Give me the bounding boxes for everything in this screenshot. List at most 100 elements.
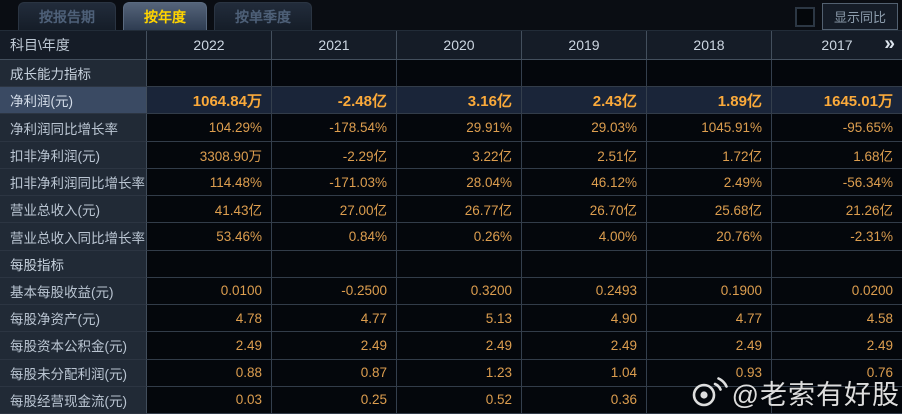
table-row[interactable]: 每股经营现金流(元) 0.03 0.25 0.52 0.36	[0, 386, 902, 414]
table-row[interactable]: 每股资本公积金(元) 2.49 2.49 2.49 2.49 2.49 2.49	[0, 332, 902, 360]
value-cell: -178.54%	[272, 114, 397, 142]
value-cell: 0.3200	[397, 277, 522, 306]
value-cell: 104.29%	[147, 114, 272, 142]
value-cell: 0.93	[647, 359, 772, 387]
value-cell: 0.88	[147, 359, 272, 387]
row-label: 营业总收入(元)	[0, 196, 147, 224]
period-tabbar: 按报告期 按年度 按单季度 显示同比	[0, 0, 902, 30]
value-cell	[647, 60, 772, 88]
corner-header: 科目\年度	[0, 31, 147, 59]
table-row[interactable]: 每股净资产(元) 4.78 4.77 5.13 4.90 4.77 4.58	[0, 305, 902, 333]
value-cell: 29.91%	[397, 114, 522, 142]
value-cell: 0.0100	[147, 277, 272, 306]
value-cell: 2.49%	[647, 168, 772, 197]
table-row[interactable]: 扣非净利润同比增长率 114.48% -171.03% 28.04% 46.12% 2.4…	[0, 168, 902, 197]
table-row[interactable]: 每股未分配利润(元) 0.88 0.87 1.23 1.04 0.93 0.76	[0, 359, 902, 387]
value-cell: 1645.01万	[772, 87, 902, 115]
value-cell: 0.25	[272, 386, 397, 414]
year-column-header: 2020	[397, 31, 522, 59]
value-cell: 4.58	[772, 305, 902, 333]
value-cell: 20.76%	[647, 223, 772, 251]
value-cell: 1.89亿	[647, 87, 772, 115]
value-cell: 2.49	[772, 332, 902, 360]
table-row[interactable]: 基本每股收益(元) 0.0100 -0.2500 0.3200 0.2493 0.1900…	[0, 277, 902, 306]
tab-report-period[interactable]: 按报告期	[18, 2, 116, 30]
indicators-table: 科目\年度 2022 2021 2020 2019 2018 2017 » 成长能力指标 净利…	[0, 30, 902, 414]
tab-single-quarter[interactable]: 按单季度	[214, 2, 312, 30]
value-cell: -171.03%	[272, 168, 397, 197]
value-cell: 3.16亿	[397, 87, 522, 115]
year-column-header: 2022	[147, 31, 272, 59]
value-cell: 28.04%	[397, 168, 522, 197]
value-cell: 53.46%	[147, 223, 272, 251]
year-column-header: 2018	[647, 31, 772, 59]
value-cell	[147, 250, 272, 278]
value-cell: 1.72亿	[647, 141, 772, 169]
value-cell	[147, 60, 272, 88]
row-label: 扣非净利润同比增长率	[0, 168, 147, 197]
value-cell	[647, 386, 772, 414]
row-label: 每股指标	[0, 250, 147, 278]
value-cell: -95.65%	[772, 114, 902, 142]
value-cell: 4.78	[147, 305, 272, 333]
row-label: 净利润同比增长率	[0, 114, 147, 142]
show-yoy-button[interactable]: 显示同比	[821, 3, 898, 30]
value-cell	[772, 60, 902, 88]
value-cell	[522, 250, 647, 278]
value-cell: 1.23	[397, 359, 522, 387]
value-cell: 21.26亿	[772, 196, 902, 224]
section-row[interactable]: 成长能力指标	[0, 60, 902, 88]
value-cell: 2.49	[647, 332, 772, 360]
value-cell: 0.2493	[522, 277, 647, 306]
value-cell: 3.22亿	[397, 141, 522, 169]
row-label: 每股经营现金流(元)	[0, 386, 147, 414]
value-cell: 4.77	[272, 305, 397, 333]
tab-annual[interactable]: 按年度	[123, 2, 207, 30]
value-cell: 2.49	[397, 332, 522, 360]
table-row[interactable]: 扣非净利润(元) 3308.90万 -2.29亿 3.22亿 2.51亿 1.72亿 1.6…	[0, 141, 902, 169]
value-cell: 0.03	[147, 386, 272, 414]
value-cell: 1.68亿	[772, 141, 902, 169]
value-cell: 114.48%	[147, 168, 272, 197]
value-cell: 29.03%	[522, 114, 647, 142]
value-cell	[647, 250, 772, 278]
table-body: 成长能力指标 净利润(元) 1064.84万 -2.48亿 3.16亿 2.43亿 1.89…	[0, 60, 902, 414]
next-columns-icon[interactable]: »	[884, 33, 895, 55]
year-label: 2019	[568, 37, 600, 53]
row-label: 净利润(元)	[0, 87, 147, 115]
table-row[interactable]: 营业总收入同比增长率 53.46% 0.84% 0.26% 4.00% 20.76% -2.…	[0, 223, 902, 251]
year-label: 2020	[443, 37, 475, 53]
table-row[interactable]: 营业总收入(元) 41.43亿 27.00亿 26.77亿 26.70亿 25.68亿 21…	[0, 196, 902, 224]
value-cell: 2.51亿	[522, 141, 647, 169]
value-cell: -2.31%	[772, 223, 902, 251]
value-cell: 2.49	[272, 332, 397, 360]
table-row[interactable]: 净利润同比增长率 104.29% -178.54% 29.91% 29.03% 1045.…	[0, 114, 902, 142]
show-yoy-checkbox[interactable]	[794, 6, 815, 27]
year-label: 2022	[193, 37, 225, 53]
tabs: 按报告期 按年度 按单季度	[18, 2, 319, 30]
value-cell: 0.0200	[772, 277, 902, 306]
section-row[interactable]: 每股指标	[0, 250, 902, 278]
value-cell: 41.43亿	[147, 196, 272, 224]
value-cell	[522, 60, 647, 88]
row-label: 成长能力指标	[0, 60, 147, 88]
year-label: 2018	[693, 37, 725, 53]
value-cell: 0.26%	[397, 223, 522, 251]
value-cell: 26.77亿	[397, 196, 522, 224]
year-column-header: 2017 »	[772, 31, 902, 59]
table-row[interactable]: 净利润(元) 1064.84万 -2.48亿 3.16亿 2.43亿 1.89亿 1645.…	[0, 87, 902, 115]
value-cell: 2.49	[522, 332, 647, 360]
row-label: 每股净资产(元)	[0, 305, 147, 333]
value-cell: 26.70亿	[522, 196, 647, 224]
value-cell: -2.29亿	[272, 141, 397, 169]
row-label: 扣非净利润(元)	[0, 141, 147, 169]
value-cell: 1064.84万	[147, 87, 272, 115]
value-cell: 0.36	[522, 386, 647, 414]
yoy-controls: 显示同比	[794, 3, 898, 30]
year-label: 2017	[821, 37, 853, 53]
value-cell: 0.87	[272, 359, 397, 387]
value-cell	[397, 60, 522, 88]
value-cell: 0.52	[397, 386, 522, 414]
value-cell: 4.77	[647, 305, 772, 333]
